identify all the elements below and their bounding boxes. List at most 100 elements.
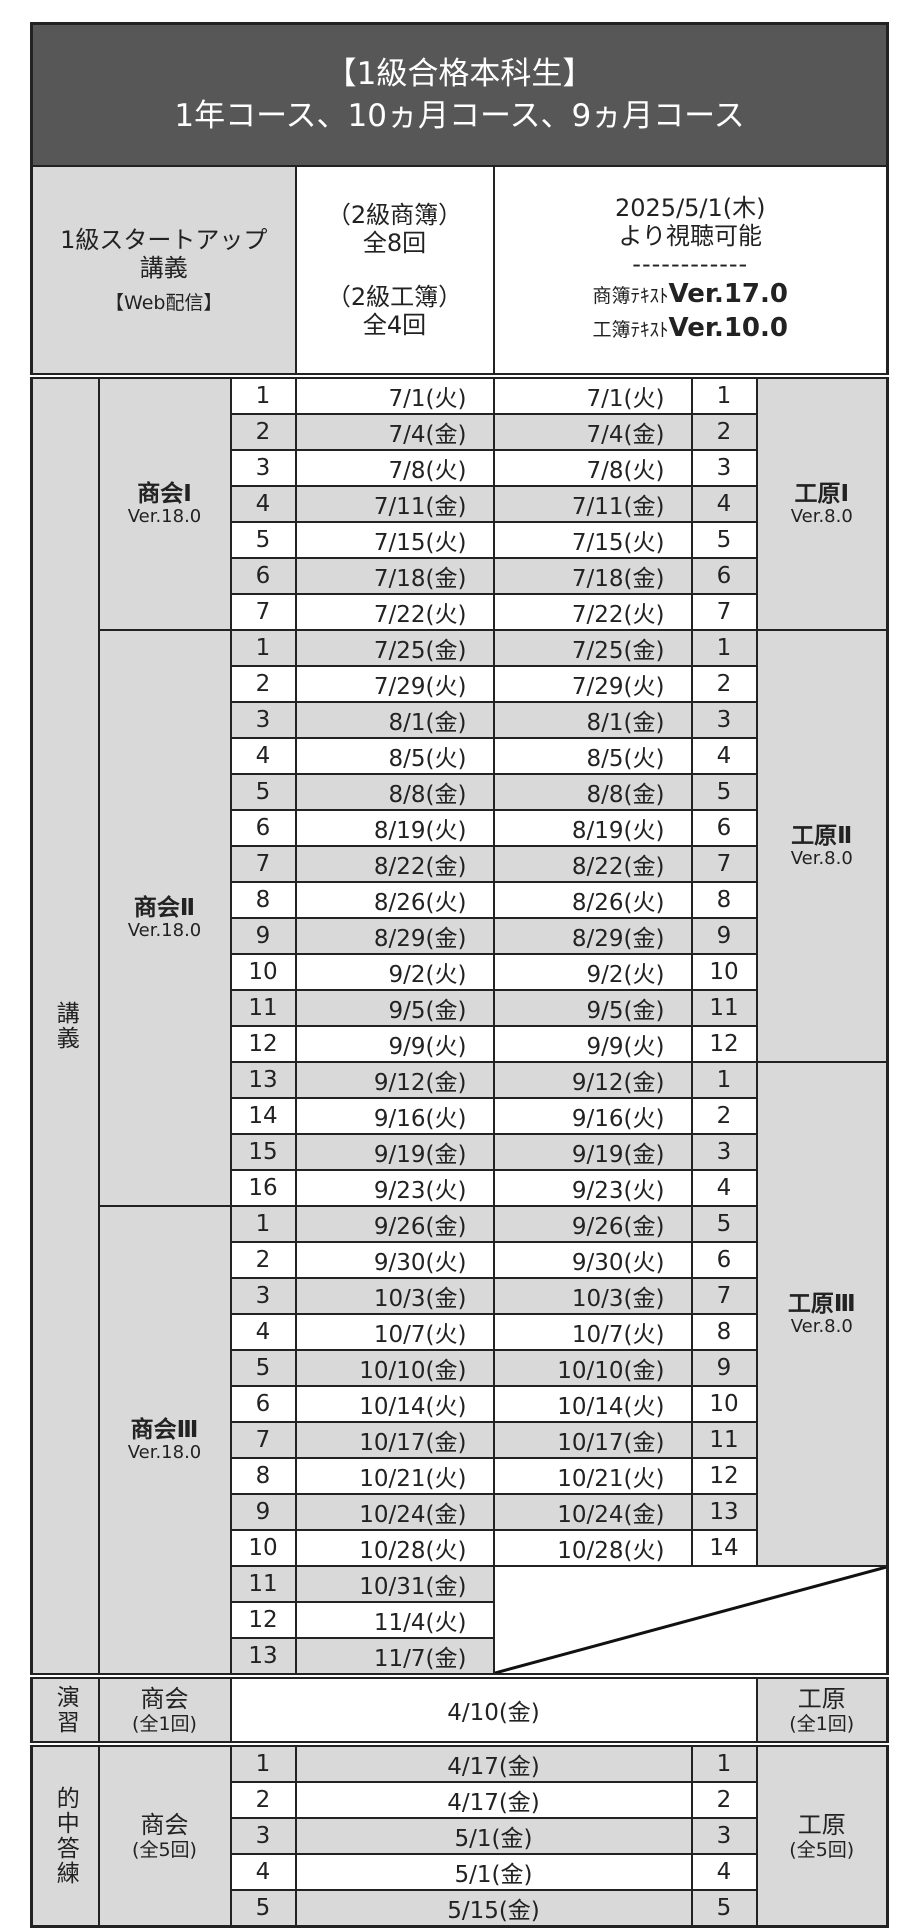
kougen-session-number: 8	[690, 1313, 758, 1351]
shokai-session-number: 11	[229, 989, 297, 1027]
shokai-session-date: 7/29(火)	[294, 665, 495, 703]
kougen-session-date: 9/23(火)	[492, 1169, 693, 1207]
lecture-row: 15 9/19(金) 9/19(金) 3	[32, 1133, 888, 1171]
shokai-session-number: 13	[229, 1061, 297, 1099]
shokai-session-number: 13	[229, 1637, 297, 1677]
shokai-session-number: 16	[229, 1169, 297, 1207]
lecture-row: 10 9/2(火) 9/2(火) 10	[32, 953, 888, 991]
kougen-session-date: 10/10(金)	[492, 1349, 693, 1387]
kougen-session-date: 9/30(火)	[492, 1241, 693, 1279]
kougen-session-date: 9/5(金)	[492, 989, 693, 1027]
lecture-row: 3 8/1(金) 8/1(金) 3	[32, 701, 888, 739]
shokai-session-number: 2	[229, 1241, 297, 1279]
kougen-group-name: 工原Ⅰ	[794, 481, 850, 507]
startup-delivery: 【Web配信】	[105, 292, 223, 314]
kougen-group-name: 工原Ⅱ	[791, 823, 853, 849]
kougen-session-date: 7/4(金)	[492, 413, 693, 451]
kougen-session-date: 10/21(火)	[492, 1457, 693, 1495]
lecture-row: 7 8/22(金) 8/22(金) 7	[32, 845, 888, 883]
shokai-session-date: 7/4(金)	[294, 413, 495, 451]
kougen-session-date: 10/3(金)	[492, 1277, 693, 1315]
shokai-session-number: 8	[229, 881, 297, 919]
shokai-session-date: 11/4(火)	[294, 1601, 495, 1639]
shokai-session-date: 7/22(火)	[294, 593, 495, 631]
kougen-session-number: 14	[690, 1529, 758, 1567]
empty-slot-diagonal	[492, 1565, 889, 1677]
shokai-session-number: 6	[229, 557, 297, 595]
kougen-session-date: 7/18(金)	[492, 557, 693, 595]
shokai-session-date: 10/28(火)	[294, 1529, 495, 1567]
shokai-session-number: 5	[229, 521, 297, 559]
kobo-label: （2級工簿）	[326, 283, 463, 311]
kougen-session-number: 9	[690, 917, 758, 955]
kougen-session-number: 1	[690, 373, 758, 415]
kougen-session-number: 7	[690, 845, 758, 883]
shokai-session-number: 8	[229, 1457, 297, 1495]
lecture-row: 2 9/30(火) 9/30(火) 6	[32, 1241, 888, 1279]
shokai-group-version: Ver.18.0	[127, 506, 202, 527]
mock-exam-label: 的中答練	[30, 1741, 100, 1928]
availability-note: より視聴可能	[618, 222, 763, 250]
exercise-label: 演習	[30, 1673, 100, 1745]
kougen-session-number: 4	[690, 1169, 758, 1207]
shokai-group-name: 商会Ⅲ	[130, 1417, 199, 1443]
lecture-row: 8 8/26(火) 8/26(火) 8	[32, 881, 888, 919]
lecture-row: 13 9/12(金) 9/12(金) 1 工原Ⅲ Ver.8.0	[32, 1061, 889, 1567]
mock-kougen-label: 工原 (全5回)	[755, 1741, 889, 1928]
exercise-kougen-count: (全1回)	[789, 1713, 855, 1735]
lecture-row: 13 11/7(金)	[32, 1637, 888, 1677]
lecture-row: 6 8/19(火) 8/19(火) 6	[32, 809, 888, 847]
lecture-row: 9 10/24(金) 10/24(金) 13	[32, 1493, 888, 1531]
kougen-session-date: 10/24(金)	[492, 1493, 693, 1531]
title-line-2: 1年コース、10ヵ月コース、9ヵ月コース	[174, 98, 745, 134]
mock-kougen-number: 2	[690, 1781, 758, 1819]
shokai-session-date: 7/11(金)	[294, 485, 495, 523]
exercise-shokai-label: 商会 (全1回)	[97, 1673, 232, 1745]
availability-date: 2025/5/1(木)	[615, 194, 766, 222]
lecture-row: 8 10/21(火) 10/21(火) 12	[32, 1457, 888, 1495]
mock-session-number: 2	[229, 1781, 297, 1819]
lecture-row: 12 11/4(火)	[32, 1601, 888, 1639]
kougen-session-number: 9	[690, 1349, 758, 1387]
lecture-row: 9 8/29(金) 8/29(金) 9	[32, 917, 888, 955]
shokai-session-number: 4	[229, 485, 297, 523]
shokai-session-number: 9	[229, 1493, 297, 1531]
kougen-session-number: 4	[690, 485, 758, 523]
schedule-table: 【1級合格本科生】 1年コース、10ヵ月コース、9ヵ月コース 1級スタートアップ…	[30, 22, 890, 1928]
shokai-session-date: 9/12(金)	[294, 1061, 495, 1099]
exercise-kougen-name: 工原	[797, 1685, 846, 1713]
title-line-1: 【1級合格本科生】	[325, 56, 594, 92]
startup-lecture-cell: 1級スタートアップ 講義 【Web配信】	[30, 165, 297, 377]
kougen-session-number: 11	[690, 989, 758, 1027]
shokai-session-date: 9/5(金)	[294, 989, 495, 1027]
kougen-session-number: 10	[690, 1385, 758, 1423]
shokai-session-number: 7	[229, 593, 297, 631]
kougen-session-date: 10/17(金)	[492, 1421, 693, 1459]
kougen-session-date: 9/2(火)	[492, 953, 693, 991]
lecture-row: 14 9/16(火) 9/16(火) 2	[32, 1097, 888, 1135]
mock-session-number: 5	[229, 1889, 297, 1928]
shokai-session-date: 10/3(金)	[294, 1277, 495, 1315]
shokai-session-date: 8/26(火)	[294, 881, 495, 919]
shobo-label: （2級商簿）	[326, 201, 463, 229]
shokai-session-date: 8/8(金)	[294, 773, 495, 811]
mock-exam-row: 3 5/1(金) 3	[32, 1817, 888, 1855]
kougen-session-number: 5	[690, 1205, 758, 1243]
kougen-group-version: Ver.8.0	[790, 506, 853, 527]
lecture-row: 4 10/7(火) 10/7(火) 8	[32, 1313, 888, 1351]
shokai-session-number: 10	[229, 1529, 297, 1567]
kougen-session-number: 6	[690, 809, 758, 847]
mock-session-number: 1	[229, 1741, 297, 1783]
diagonal-line	[495, 1567, 887, 1673]
lecture-row: 2 7/4(金) 7/4(金) 2	[32, 413, 888, 451]
shobo-count: 全8回	[362, 229, 427, 257]
mock-session-date: 5/15(金)	[294, 1889, 693, 1928]
startup-subtitle: 講義	[139, 254, 188, 282]
shokai-session-number: 1	[229, 373, 297, 415]
shokai-session-date: 9/16(火)	[294, 1097, 495, 1135]
kougen-session-number: 11	[690, 1421, 758, 1459]
shokai-session-number: 3	[229, 701, 297, 739]
kougen-group-version: Ver.8.0	[790, 1316, 853, 1337]
shokai-session-date: 7/25(金)	[294, 629, 495, 667]
shokai-session-date: 10/7(火)	[294, 1313, 495, 1351]
